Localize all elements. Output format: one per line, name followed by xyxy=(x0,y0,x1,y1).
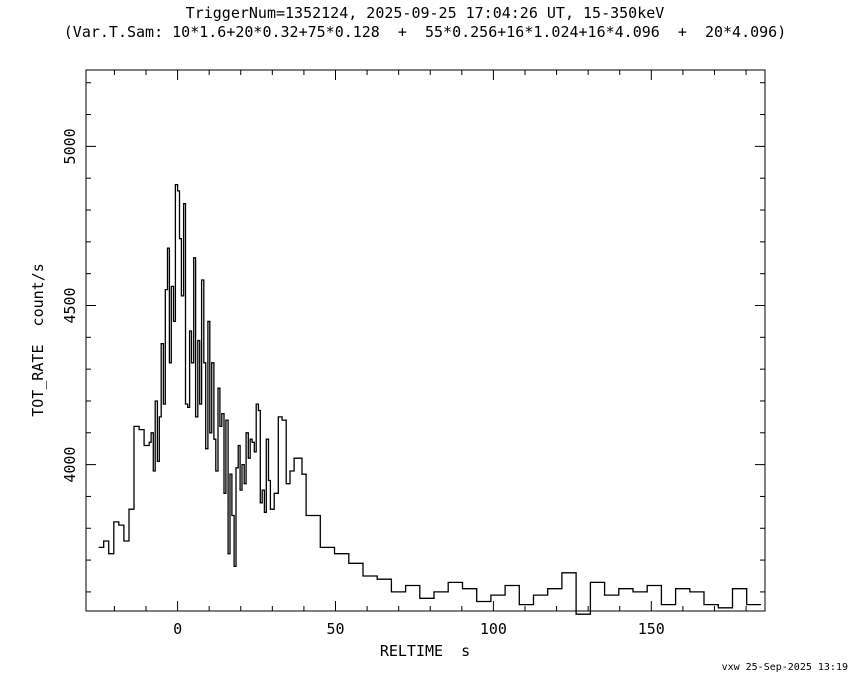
x-tick-label: 100 xyxy=(480,620,507,638)
series-group xyxy=(98,183,761,615)
y-tick-label: 5000 xyxy=(61,128,79,164)
axis-tick-labels: 0 50 100 150 4000 4500 5000 xyxy=(61,128,665,638)
y-axis-label: TOT_RATE count/s xyxy=(29,263,47,417)
x-tick-label: 0 xyxy=(173,620,182,638)
x-tick-label: 150 xyxy=(638,620,665,638)
axis-ticks xyxy=(86,70,765,611)
x-tick-label: 50 xyxy=(326,620,344,638)
plot-frame xyxy=(85,69,766,612)
chart-title: TriggerNum=1352124, 2025-09-25 17:04:26 … xyxy=(185,4,665,22)
x-axis-label: RELTIME s xyxy=(380,642,470,660)
footer-stamp: vxw 25-Sep-2025 13:19 xyxy=(721,662,848,673)
y-tick-label: 4000 xyxy=(61,447,79,483)
y-tick-label: 4500 xyxy=(61,287,79,323)
chart-subtitle: (Var.T.Sam: 10*1.6+20*0.32+75*0.128 + 55… xyxy=(63,23,787,41)
rate-step-line xyxy=(98,183,761,615)
